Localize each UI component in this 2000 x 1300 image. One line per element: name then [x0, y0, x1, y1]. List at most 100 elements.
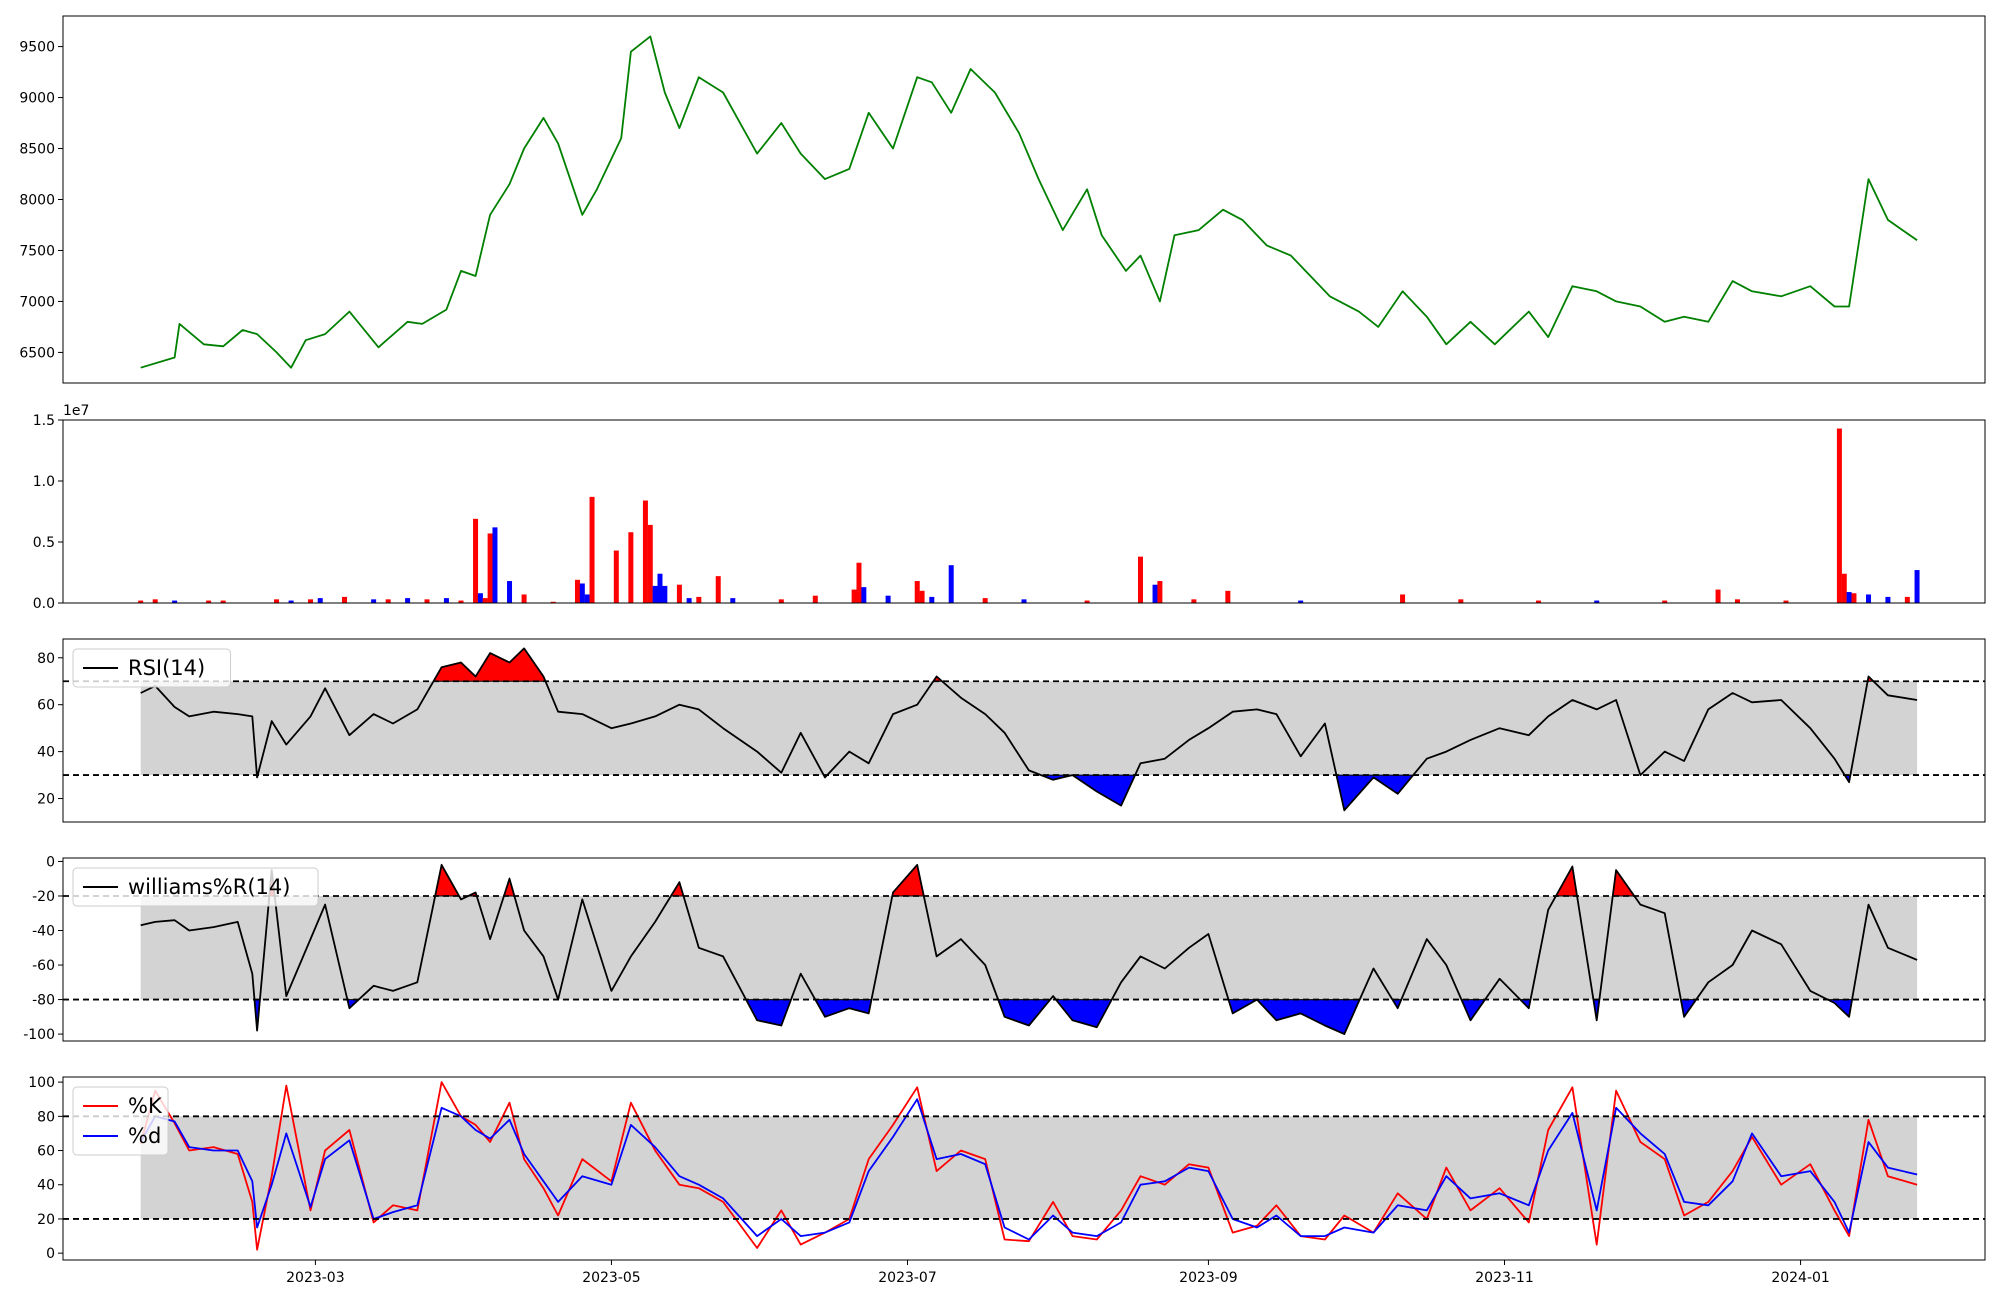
y-tick-label: 0	[46, 854, 55, 870]
y-tick-label: 40	[37, 1178, 55, 1194]
volume-bar	[342, 596, 348, 603]
volume-bar	[812, 595, 818, 603]
volume-bar	[1535, 600, 1541, 603]
volume-bar	[851, 589, 857, 603]
volume-bar	[715, 576, 721, 603]
volume-bar	[172, 600, 178, 603]
series-line-rsi-14-	[140, 647, 1918, 812]
legend-label: %d	[128, 1124, 161, 1148]
y-tick-label: 7500	[19, 243, 55, 259]
y-tick-label: 0	[46, 1246, 55, 1262]
volume-bar	[1137, 556, 1143, 603]
volume-bar	[579, 583, 585, 603]
y-tick-label: 8500	[19, 142, 55, 158]
volume-bar	[487, 533, 493, 603]
axis-offset-label: 1e7	[63, 403, 89, 419]
axes-frame	[62, 15, 1986, 384]
volume-bar	[507, 581, 513, 603]
volume-bar	[929, 596, 935, 603]
y-tick-label: 1.0	[33, 474, 55, 490]
neutral-band	[140, 681, 1918, 776]
volume-bar	[424, 599, 430, 603]
volume-bar	[220, 600, 226, 603]
volume-bar	[686, 598, 692, 603]
plot-area	[138, 428, 1920, 603]
volume-bar	[982, 598, 988, 603]
rsi-panel: 20 40 60 80 RSI(14)	[37, 638, 1986, 823]
volume-bar	[1021, 599, 1027, 603]
axes-frame	[62, 1076, 1986, 1261]
series-line-williams-r-14-	[140, 864, 1918, 1035]
y-tick-label: 100	[28, 1075, 55, 1091]
legend: williams%R(14)	[72, 867, 319, 907]
neutral-band	[140, 895, 1918, 1000]
y-tick-label: 80	[37, 651, 55, 667]
volume-bar	[550, 601, 556, 603]
volume-bar	[1841, 573, 1847, 603]
volume-bar	[288, 600, 294, 603]
y-tick-label: 8000	[19, 193, 55, 209]
volume-bar	[206, 600, 212, 603]
volume-bar	[1885, 596, 1891, 603]
legend-label: %K	[128, 1094, 163, 1118]
plot-area	[140, 863, 1918, 1035]
y-tick-label: -80	[32, 993, 55, 1009]
y-tick-label: -100	[23, 1027, 55, 1043]
volume-bar	[482, 598, 488, 603]
volume-bar	[1225, 590, 1231, 603]
volume-bar	[1191, 599, 1197, 603]
x-tick-label: 2023-09	[1179, 1270, 1238, 1286]
x-tick-label: 2023-05	[582, 1270, 641, 1286]
volume-bar	[657, 573, 663, 603]
volume-bar	[405, 598, 411, 603]
volume-bar	[308, 599, 314, 603]
x-tick-label: 2024-01	[1771, 1270, 1830, 1286]
volume-bar	[1157, 581, 1163, 603]
y-tick-label: -40	[32, 924, 55, 940]
volume-bar	[1836, 428, 1842, 603]
y-tick-label: 6500	[19, 345, 55, 361]
series-line--d	[139, 1098, 1918, 1241]
legend: RSI(14)	[72, 648, 231, 688]
plot-area	[140, 647, 1918, 812]
volume-bar	[1846, 592, 1852, 603]
volume-bar	[274, 599, 280, 603]
volume-bar	[778, 599, 784, 603]
volume-bar	[1904, 596, 1910, 603]
y-tick-label: -20	[32, 889, 55, 905]
volume-bar	[652, 585, 658, 603]
neutral-band	[140, 1116, 1918, 1219]
volume-bar	[584, 594, 590, 603]
y-tick-label: 20	[37, 1212, 55, 1228]
volume-bar	[152, 599, 158, 603]
y-tick-label: 60	[37, 698, 55, 714]
legend-label: RSI(14)	[128, 656, 205, 680]
volume-bar	[1458, 599, 1464, 603]
oversold-fill	[997, 999, 1052, 1027]
volume-bar	[1715, 589, 1721, 603]
volume-bar	[1594, 600, 1600, 603]
volume-bar	[662, 585, 668, 603]
volume-bar	[1152, 584, 1158, 603]
x-tick-label: 2023-03	[286, 1270, 345, 1286]
volume-bar	[676, 584, 682, 603]
y-tick-label: 0.5	[33, 535, 55, 551]
volume-bar	[642, 500, 648, 603]
y-tick-label: 1.5	[33, 413, 55, 429]
y-tick-label: 80	[37, 1109, 55, 1125]
volume-bar	[443, 598, 449, 603]
axes-frame	[62, 419, 1986, 604]
y-tick-label: -60	[32, 958, 55, 974]
volume-bar	[1866, 594, 1872, 603]
volume-bar	[521, 594, 527, 603]
legend-box	[72, 648, 231, 688]
volume-bar	[914, 581, 920, 603]
volume-bar	[856, 562, 862, 603]
volume-bar	[1734, 599, 1740, 603]
legend: %K %d	[72, 1086, 169, 1156]
y-tick-label: 20	[37, 792, 55, 808]
volume-bar	[1084, 600, 1090, 603]
y-tick-label: 60	[37, 1144, 55, 1160]
y-tick-label: 7000	[19, 294, 55, 310]
volume-bar	[371, 599, 377, 603]
